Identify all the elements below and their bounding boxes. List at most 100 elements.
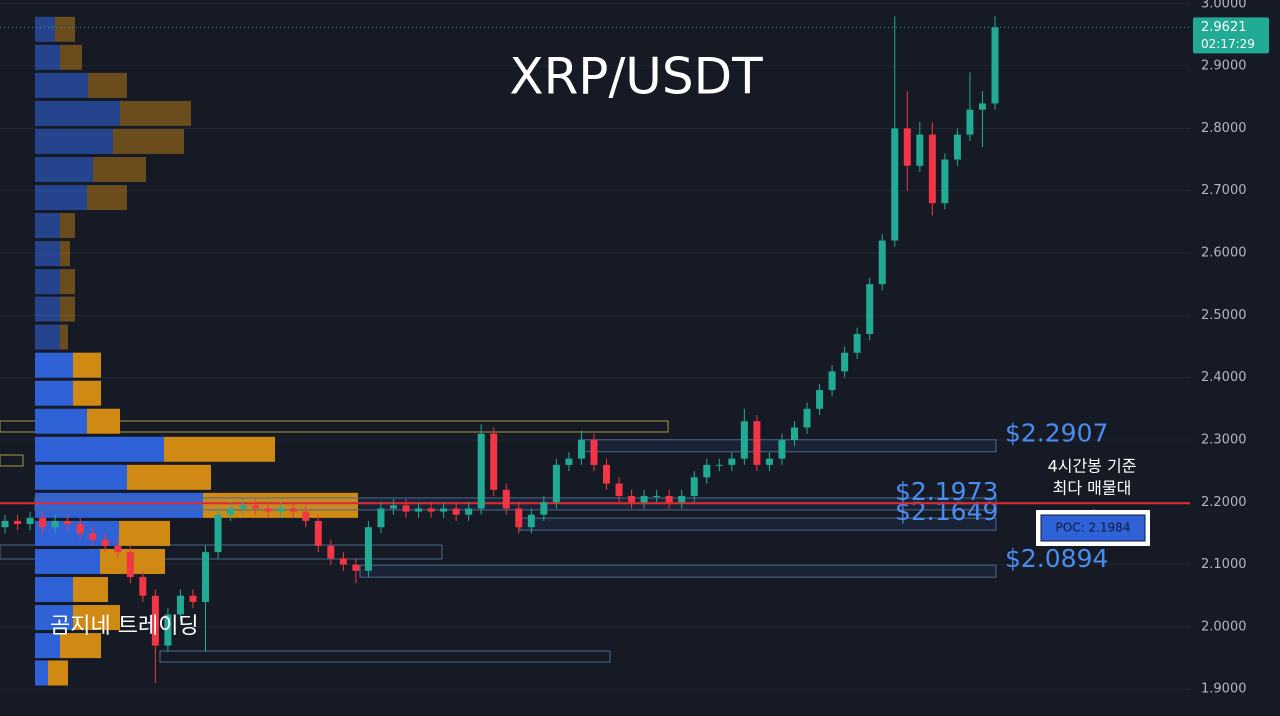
candle-body <box>364 527 372 571</box>
candle-body <box>878 240 886 285</box>
candle-body <box>552 464 560 503</box>
profile-buy <box>35 324 60 350</box>
candle-body <box>51 520 59 528</box>
candle-body <box>465 508 473 515</box>
y-tick-label: 2.7000 <box>1201 183 1247 198</box>
candle-body <box>740 421 748 459</box>
profile-buy <box>35 100 120 126</box>
candle-body <box>252 505 260 509</box>
profile-buy <box>35 269 60 295</box>
candle-body <box>640 496 648 503</box>
profile-sell <box>60 324 68 350</box>
candle-body <box>101 539 109 546</box>
level-label: $2.2907 <box>1005 419 1108 448</box>
profile-buy <box>35 436 164 462</box>
zone-box <box>159 650 611 663</box>
countdown-label: 02:17:29 <box>1201 37 1255 51</box>
candle-body <box>991 27 999 104</box>
profile-sell <box>164 436 275 462</box>
profile-sell <box>73 352 101 378</box>
profile-buy <box>35 577 73 603</box>
profile-buy <box>35 492 203 518</box>
profile-buy <box>35 605 73 631</box>
candle-body <box>753 421 761 465</box>
profile-sell <box>93 156 146 182</box>
candle-body <box>126 552 134 578</box>
y-tick-label: 2.0000 <box>1201 619 1247 634</box>
candle-body <box>239 505 247 509</box>
candle-body <box>527 514 535 528</box>
candle-body <box>26 517 34 525</box>
profile-sell <box>73 605 120 631</box>
candle-body <box>14 520 22 525</box>
last-price-label: 2.9621 <box>1201 20 1247 35</box>
profile-sell <box>48 660 68 686</box>
profile-sell <box>60 269 75 295</box>
candle-body <box>139 577 147 596</box>
poc-box <box>1040 514 1146 542</box>
candle-body <box>540 502 548 515</box>
profile-sell <box>87 408 120 434</box>
candle-body <box>327 545 335 559</box>
y-tick-label: 2.1000 <box>1201 557 1247 572</box>
profile-buy <box>35 408 87 434</box>
candle-body <box>841 352 849 372</box>
profile-buy <box>35 44 60 70</box>
y-tick-label: 3.0000 <box>1201 0 1247 11</box>
candle-body <box>728 458 736 465</box>
candle-body <box>402 505 410 512</box>
y-tick-label: 2.3000 <box>1201 432 1247 447</box>
candle-body <box>339 558 347 565</box>
candle-body <box>302 511 310 521</box>
candle-body <box>477 433 485 509</box>
y-tick-label: 2.5000 <box>1201 308 1247 323</box>
profile-buy <box>35 156 93 182</box>
candle-body <box>389 505 397 509</box>
profile-buy <box>35 213 60 239</box>
profile-buy <box>35 296 60 322</box>
y-tick-label: 2.2000 <box>1201 495 1247 510</box>
candle-body <box>853 334 861 353</box>
candle-body <box>377 508 385 528</box>
y-tick-label: 2.6000 <box>1201 245 1247 260</box>
candle-body <box>164 614 172 646</box>
candle-body <box>978 103 986 110</box>
profile-sell <box>73 380 101 406</box>
y-tick-label: 1.9000 <box>1201 682 1247 697</box>
candle-body <box>678 496 686 503</box>
y-tick-label: 2.9000 <box>1201 59 1247 74</box>
candle-body <box>803 408 811 428</box>
poc-label: POC: 2.1984 <box>1056 521 1131 535</box>
candles <box>1 16 999 683</box>
candle-body <box>765 458 773 465</box>
profile-sell <box>60 296 75 322</box>
candle-body <box>603 464 611 484</box>
levels: $2.2907$2.1973$2.1649$2.0894 <box>0 419 1190 578</box>
candle-body <box>690 477 698 497</box>
profile-sell <box>120 100 191 126</box>
candle-body <box>227 508 235 515</box>
candle-body <box>703 464 711 478</box>
level-box <box>359 564 997 578</box>
candle-body <box>277 508 285 512</box>
chart-title: XRP/USDT <box>509 48 763 106</box>
candle-body <box>502 489 510 509</box>
candle-body <box>790 427 798 440</box>
poc-note: 최다 매물대 <box>1053 479 1132 498</box>
candle-body <box>440 508 448 512</box>
candle-body <box>891 128 899 241</box>
candle-body <box>89 533 97 540</box>
candle-body <box>114 545 122 553</box>
candle-body <box>39 517 47 528</box>
candle-body <box>189 595 197 602</box>
candle-body <box>615 483 623 497</box>
profile-buy <box>35 633 60 659</box>
candle-body <box>577 439 585 459</box>
level-box <box>579 439 997 453</box>
watermark: 곰지네 트레이딩 <box>50 614 199 639</box>
candle-body <box>966 109 974 135</box>
candle-body <box>427 508 435 512</box>
candle-body <box>352 564 360 571</box>
